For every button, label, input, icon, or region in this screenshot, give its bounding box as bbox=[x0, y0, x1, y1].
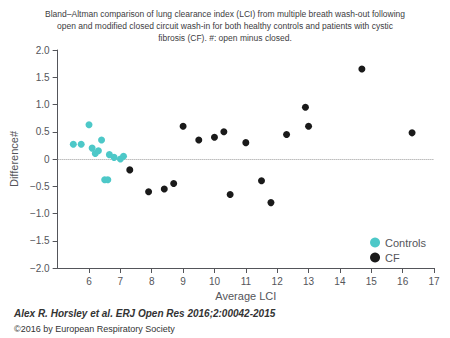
svg-text:Difference#: Difference# bbox=[8, 130, 20, 187]
svg-text:−1.5: −1.5 bbox=[30, 235, 50, 246]
svg-text:Bland–Altman comparison of lun: Bland–Altman comparison of lung clearanc… bbox=[45, 9, 405, 19]
svg-text:15: 15 bbox=[366, 276, 378, 287]
svg-text:1.0: 1.0 bbox=[36, 99, 50, 110]
svg-text:16: 16 bbox=[397, 276, 409, 287]
svg-text:12: 12 bbox=[272, 276, 284, 287]
svg-text:11: 11 bbox=[241, 276, 252, 287]
svg-text:−0.5: −0.5 bbox=[30, 181, 50, 192]
svg-text:fibrosis (CF). #: open minus c: fibrosis (CF). #: open minus closed. bbox=[158, 33, 292, 43]
svg-text:0: 0 bbox=[44, 154, 50, 165]
svg-text:13: 13 bbox=[303, 276, 315, 287]
svg-text:8: 8 bbox=[149, 276, 155, 287]
svg-text:2.0: 2.0 bbox=[36, 45, 50, 56]
svg-text:Controls: Controls bbox=[385, 237, 426, 249]
svg-text:1.5: 1.5 bbox=[36, 72, 50, 83]
svg-text:9: 9 bbox=[180, 276, 186, 287]
svg-text:Alex R. Horsley et al. ERJ Ope: Alex R. Horsley et al. ERJ Open Res 2016… bbox=[13, 308, 276, 319]
svg-text:open and modified closed circu: open and modified closed circuit wash-in… bbox=[57, 21, 394, 31]
svg-text:0.5: 0.5 bbox=[36, 126, 50, 137]
svg-text:Average LCI: Average LCI bbox=[215, 290, 276, 302]
svg-text:14: 14 bbox=[334, 276, 346, 287]
svg-text:−2.0: −2.0 bbox=[30, 263, 50, 274]
svg-text:−1.0: −1.0 bbox=[30, 208, 50, 219]
svg-text:10: 10 bbox=[209, 276, 221, 287]
svg-text:7: 7 bbox=[118, 276, 124, 287]
svg-text:6: 6 bbox=[86, 276, 92, 287]
svg-text:CF: CF bbox=[385, 252, 400, 264]
svg-text:©2016 by European Respiratory: ©2016 by European Respiratory Society bbox=[14, 324, 175, 334]
svg-text:17: 17 bbox=[428, 276, 440, 287]
